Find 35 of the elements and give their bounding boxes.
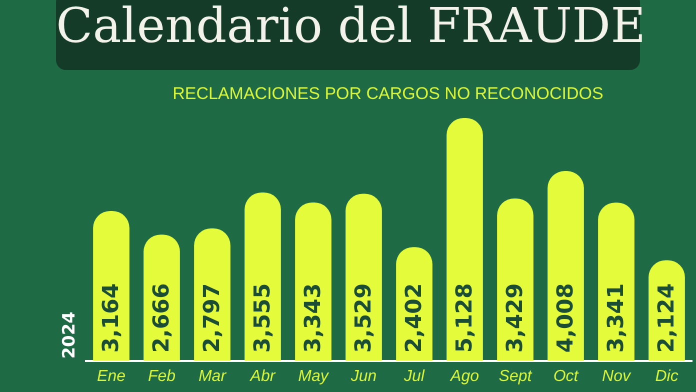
bar [446,118,483,361]
data-label: 5,128 [452,283,478,353]
data-label: 3,343 [300,283,326,353]
data-label: 2,402 [402,283,427,353]
data-label: 4,008 [553,283,578,353]
x-tick-label: Dic [655,368,678,385]
data-label: 3,341 [604,283,629,353]
x-tick-label: May [298,368,330,385]
x-tick-label: Ago [450,368,480,385]
bar [598,202,634,361]
bar [548,171,584,361]
y-axis-title: 2024 [59,311,80,359]
chart-subtitle: RECLAMACIONES POR CARGOS NO RECONOCIDOS [172,84,604,104]
chart-title: Calendario del FRAUDE [56,0,646,54]
data-label: 3,529 [351,283,376,353]
x-tick-label: Abr [249,368,276,385]
x-tick-label: Sept [498,368,532,385]
bar [346,194,382,361]
x-tick-label: Feb [148,368,176,385]
x-tick-label: Nov [602,368,632,385]
data-label: 3,555 [250,283,276,353]
bar [93,210,130,361]
x-tick-label: Ene [97,368,126,385]
data-label: 2,124 [654,283,680,353]
bar [295,202,332,361]
data-label: 3,164 [98,283,124,353]
data-label: 2,666 [149,283,174,353]
x-tick-label: Mar [198,368,227,385]
bar [497,198,534,361]
x-tick-label: Jul [403,368,425,385]
bar [244,192,281,361]
data-label: 3,429 [502,283,528,353]
data-label: 2,797 [200,283,225,353]
x-tick-label: Jun [350,368,377,385]
x-tick-label: Oct [553,368,579,385]
